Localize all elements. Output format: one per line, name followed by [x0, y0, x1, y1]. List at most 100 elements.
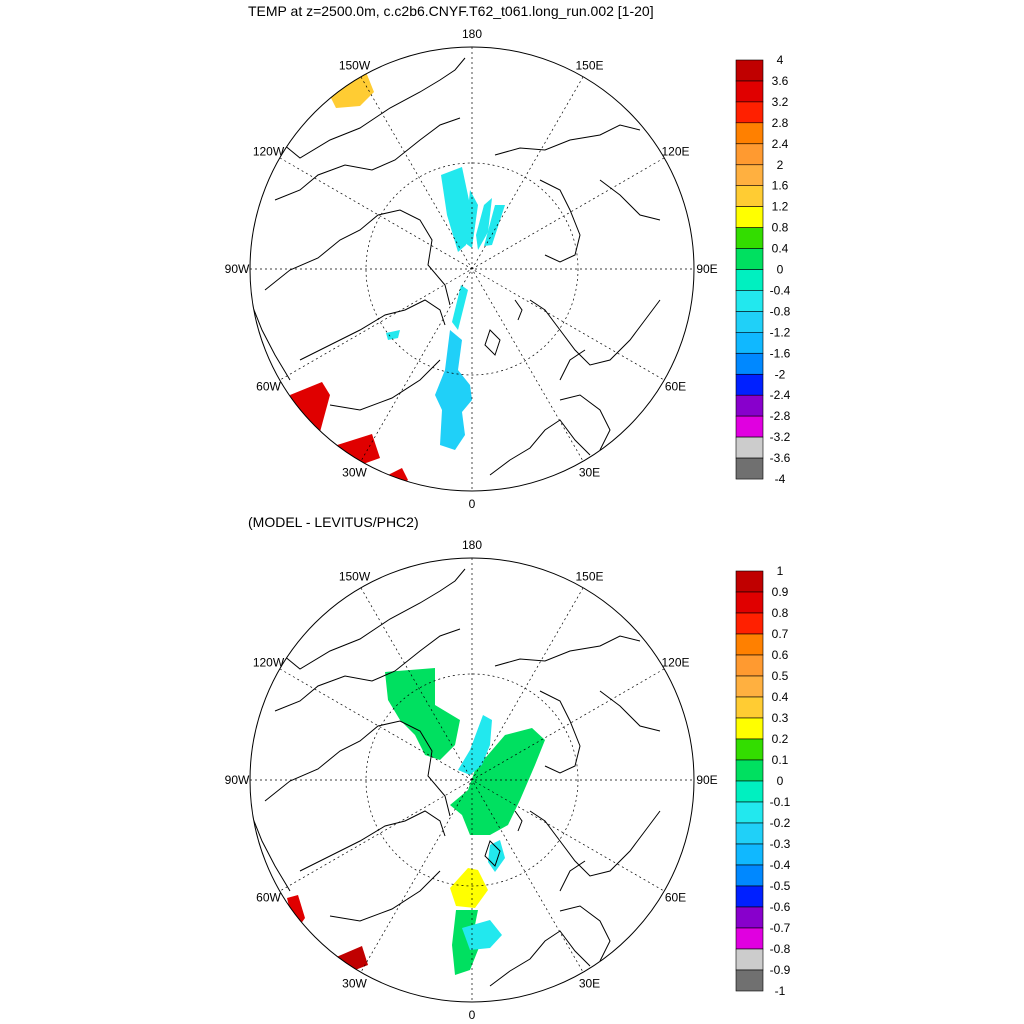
colorbar-swatch: [735, 331, 764, 354]
colorbar-label: -0.2: [770, 816, 791, 830]
shaded-region: [287, 895, 305, 932]
longitude-label: 0: [469, 1008, 476, 1022]
colorbar-swatch: [735, 101, 764, 124]
colorbar-label: 0.7: [772, 627, 789, 641]
colorbar-swatch: [735, 415, 764, 438]
colorbar-label: 0: [777, 263, 784, 277]
colorbar-label: 1.2: [772, 200, 789, 214]
colorbar-swatch: [735, 927, 764, 950]
colorbar-label: -1.2: [770, 325, 791, 339]
colorbar-label: -3.2: [770, 430, 791, 444]
shaded-region: [435, 330, 472, 450]
shaded-region: [450, 728, 545, 835]
colorbar-swatch: [735, 843, 764, 866]
colorbar-label: -0.8: [770, 942, 791, 956]
colorbar-label: -2.4: [770, 388, 791, 402]
colorbar-label: -0.5: [770, 879, 791, 893]
colorbar-label: -4: [775, 472, 786, 486]
colorbar-swatch: [735, 373, 764, 396]
shaded-regions: [287, 668, 545, 975]
shaded-region: [290, 382, 330, 432]
colorbar-swatch: [735, 352, 764, 375]
colorbar-label: -0.3: [770, 837, 791, 851]
map-panel-top: 180 150E 120E 90E 60E 30E 0 30W 60W 90W 120W 150W 4…: [225, 27, 791, 511]
longitude-label: 120E: [661, 656, 689, 670]
colorbar-swatch: [735, 164, 764, 187]
colorbar-label: -0.4: [770, 858, 791, 872]
colorbar-label: -1.6: [770, 346, 791, 360]
colorbar-swatch: [735, 717, 764, 740]
longitude-label: 30W: [342, 466, 367, 480]
longitude-label: 60W: [256, 891, 281, 905]
coastlines: [250, 57, 661, 476]
longitude-label: 120E: [661, 145, 689, 159]
colorbar-label: -0.9: [770, 963, 791, 977]
shaded-region: [450, 868, 488, 908]
longitude-label: 60E: [665, 891, 686, 905]
colorbar-swatch: [735, 227, 764, 249]
longitude-label: 60E: [665, 380, 686, 394]
colorbar-swatch: [735, 248, 764, 270]
colorbar-swatch: [735, 906, 764, 929]
shaded-region: [330, 72, 374, 108]
colorbar-label: -0.6: [770, 900, 791, 914]
colorbar: 4 3.6 3.2 2.8 2.4 2 1.6 1.2 0.8 0.4 0 -0.4 -0.8 -1.2 -…: [735, 53, 791, 486]
shaded-regions: [290, 72, 505, 488]
longitude-label: 30E: [579, 466, 600, 480]
map-boundary: [249, 557, 695, 1003]
longitude-label: 90W: [225, 262, 250, 276]
colorbar-label: -1: [775, 984, 786, 998]
colorbar-swatch: [735, 290, 764, 312]
colorbar-label: 0.4: [772, 242, 789, 256]
longitude-label: 0: [469, 497, 476, 511]
colorbar-label: -0.1: [770, 795, 791, 809]
graticule: [250, 558, 694, 1002]
colorbar-label: 0.5: [772, 669, 789, 683]
longitude-label: 180: [462, 538, 482, 552]
map-boundary: [249, 46, 695, 492]
shaded-region: [334, 946, 368, 972]
colorbar-label: 3.6: [772, 74, 789, 88]
colorbar-swatch: [735, 311, 764, 333]
colorbar-label: 0.8: [772, 221, 789, 235]
colorbar-label: 0.4: [772, 690, 789, 704]
colorbar-swatch: [735, 80, 764, 103]
shaded-region: [386, 330, 400, 340]
shaded-region: [458, 715, 492, 775]
colorbar-swatch: [735, 185, 764, 207]
longitude-label: 30E: [579, 977, 600, 991]
chart-title-top: TEMP at z=2500.0m, c.c2b6.CNYF.T62_t061.…: [248, 3, 654, 19]
colorbar-swatch: [735, 633, 764, 656]
colorbar-swatch: [735, 969, 764, 992]
colorbar-label: 0.3: [772, 711, 789, 725]
shaded-region: [488, 840, 505, 872]
colorbar-swatch: [735, 654, 764, 677]
colorbar-swatch: [735, 780, 764, 803]
colorbar-swatch: [735, 436, 764, 459]
colorbar-swatch: [735, 570, 764, 593]
shaded-region: [462, 920, 502, 950]
coastlines: [250, 568, 661, 987]
longitude-label: 150W: [339, 570, 371, 584]
colorbar-swatch: [735, 948, 764, 971]
longitude-label: 150E: [575, 59, 603, 73]
colorbar-swatch: [735, 457, 764, 480]
colorbar-label: 0.2: [772, 732, 789, 746]
shaded-region: [465, 190, 478, 248]
colorbar-swatch: [735, 801, 764, 824]
shaded-region: [441, 167, 470, 252]
shaded-region: [452, 285, 468, 330]
colorbar-label: 4: [777, 53, 784, 67]
colorbar-label: 1: [777, 564, 784, 578]
shaded-region: [385, 668, 460, 760]
colorbar-swatch: [735, 206, 764, 228]
longitude-label: 120W: [253, 145, 285, 159]
shaded-region: [476, 198, 492, 250]
colorbar-label: -2: [775, 367, 786, 381]
colorbar-label: 2.8: [772, 116, 789, 130]
longitude-label: 60W: [256, 380, 281, 394]
colorbar-swatch: [735, 59, 764, 82]
colorbar-swatch: [735, 885, 764, 908]
colorbar-swatch: [735, 143, 764, 166]
